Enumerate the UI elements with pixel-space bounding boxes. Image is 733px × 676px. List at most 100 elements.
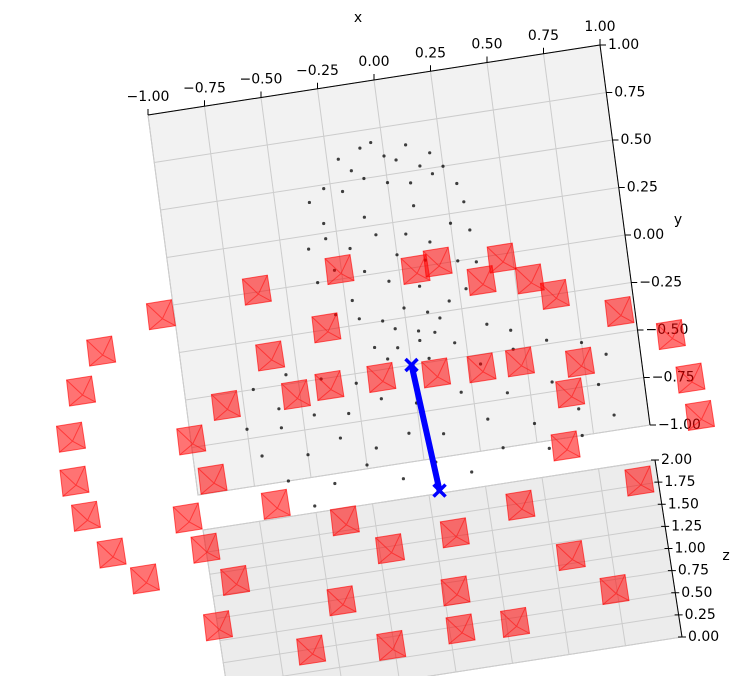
z-tick-label: 1.00: [675, 541, 706, 557]
point: [338, 436, 342, 440]
camera: [255, 340, 286, 372]
camera: [422, 246, 453, 278]
point: [279, 426, 283, 430]
grid-line: [426, 636, 683, 676]
x-axis-label: x: [354, 10, 362, 26]
camera-frustum: [685, 400, 715, 431]
camera: [65, 375, 97, 407]
camera: [466, 264, 497, 297]
camera-frustum: [505, 346, 535, 378]
camera-frustum: [514, 263, 545, 295]
camera: [550, 430, 581, 462]
point: [333, 481, 337, 486]
point: [532, 421, 537, 426]
camera-frustum: [326, 585, 357, 617]
x-tick-label: 0.75: [528, 28, 559, 44]
point: [354, 381, 358, 385]
z-tick-label: 2.00: [661, 452, 692, 468]
camera-frustum: [400, 254, 431, 285]
point: [245, 427, 249, 431]
grid-line: [202, 459, 656, 531]
camera-frustum: [505, 490, 536, 521]
camera-frustum: [540, 279, 570, 310]
camera: [514, 263, 545, 295]
camera: [684, 399, 716, 431]
camera: [70, 500, 102, 532]
camera-frustum: [555, 540, 586, 571]
point: [596, 382, 601, 387]
camera: [314, 369, 345, 402]
camera-frustum: [66, 375, 96, 407]
camera-frustum: [604, 296, 635, 327]
camera-frustum: [555, 377, 585, 409]
point: [404, 143, 408, 147]
camera: [555, 377, 586, 409]
camera: [197, 463, 228, 495]
camera-frustum: [656, 319, 686, 350]
point: [307, 247, 311, 251]
point: [545, 338, 549, 342]
point: [453, 341, 457, 345]
z-tick-label: 0.25: [685, 607, 716, 623]
point: [386, 357, 390, 361]
point: [416, 329, 421, 333]
y-tick-label: −0.25: [639, 275, 682, 291]
z-tick-label: 1.50: [668, 496, 699, 512]
point: [349, 169, 353, 173]
point: [322, 221, 326, 226]
camera: [176, 424, 207, 456]
camera-frustum: [314, 370, 345, 401]
point: [385, 181, 390, 185]
grid-line: [154, 92, 607, 163]
point: [362, 176, 366, 181]
point: [374, 233, 378, 237]
camera-frustum: [242, 274, 272, 306]
point: [306, 453, 310, 457]
point: [486, 417, 490, 421]
camera: [59, 465, 90, 497]
camera: [280, 379, 312, 411]
camera: [439, 517, 470, 549]
point: [313, 504, 317, 508]
point: [447, 299, 451, 303]
y-tick-label: 0.50: [621, 132, 652, 148]
point: [442, 432, 446, 436]
point: [459, 390, 463, 394]
path-marker: [432, 483, 447, 498]
point: [374, 446, 378, 450]
camera-frustum: [550, 430, 581, 462]
z-tick-label: 1.25: [671, 518, 702, 534]
camera: [172, 502, 203, 534]
point: [362, 215, 366, 219]
point: [612, 413, 616, 417]
point: [358, 146, 362, 150]
camera-frustum: [565, 347, 595, 378]
camera-frustum: [439, 517, 470, 549]
point: [322, 187, 326, 191]
point: [580, 433, 584, 438]
point: [470, 470, 474, 474]
point: [456, 259, 460, 263]
camera-frustum: [197, 464, 228, 495]
point: [430, 172, 435, 176]
camera: [555, 540, 586, 572]
camera-frustum: [366, 362, 397, 393]
point: [509, 328, 513, 332]
camera-frustum: [220, 565, 250, 596]
point: [401, 477, 405, 481]
point: [427, 356, 431, 360]
camera: [329, 505, 360, 537]
camera: [564, 346, 596, 378]
point: [577, 407, 581, 411]
camera: [326, 585, 357, 617]
camera-frustum: [190, 532, 221, 564]
y-tick-label: 0.75: [614, 85, 645, 101]
z-tick-label: 0.75: [678, 563, 709, 579]
point: [474, 260, 478, 264]
x-tick-label: 1.00: [584, 19, 615, 35]
point: [438, 316, 442, 320]
point: [433, 330, 437, 334]
point: [324, 237, 328, 241]
point: [363, 269, 367, 274]
